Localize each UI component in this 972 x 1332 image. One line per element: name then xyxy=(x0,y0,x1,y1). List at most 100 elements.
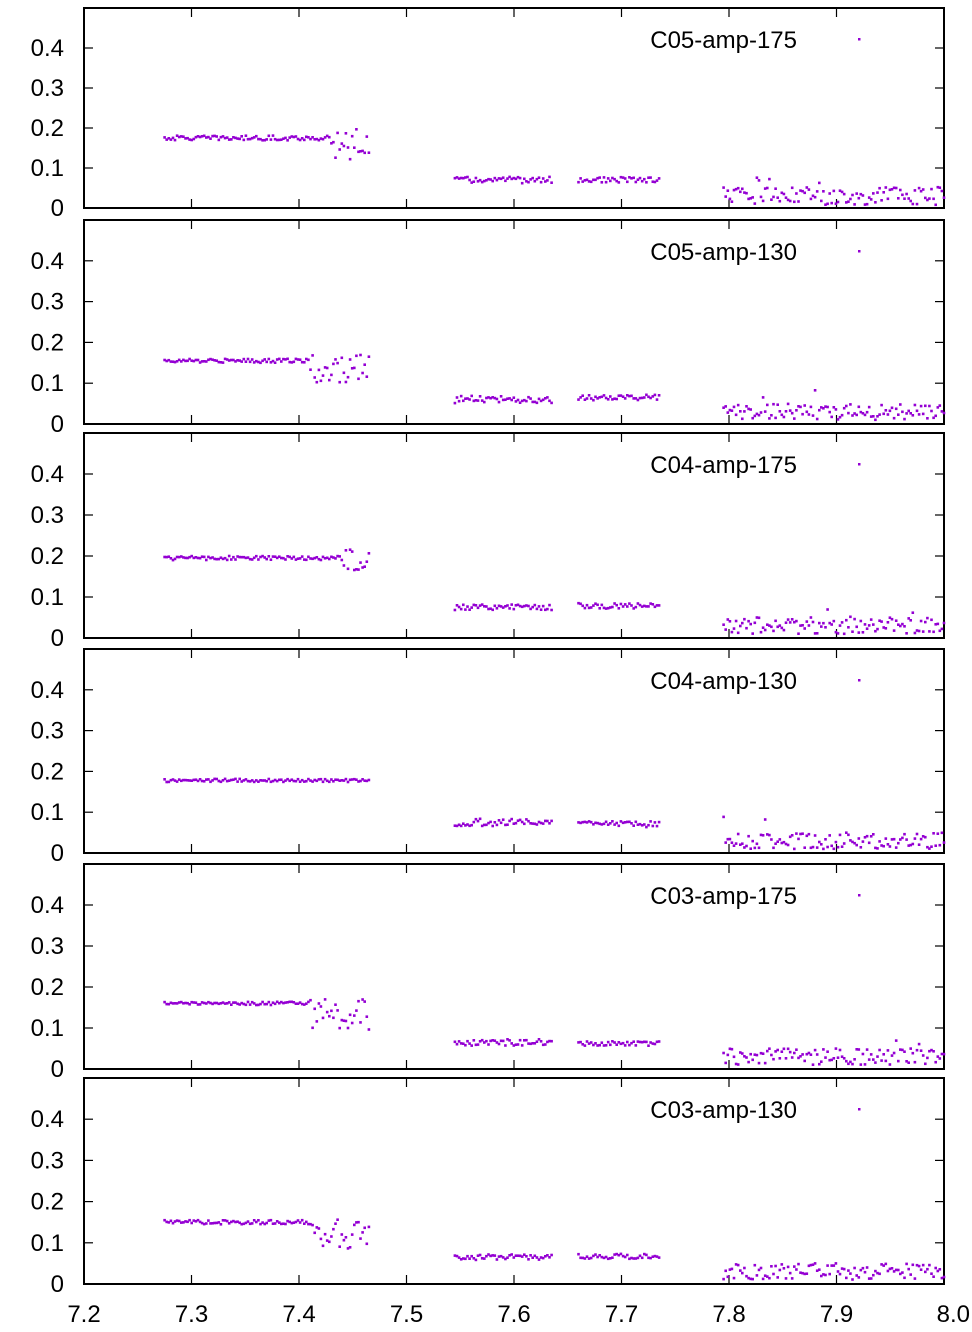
data-point xyxy=(225,136,229,139)
data-point xyxy=(483,1257,486,1260)
data-point xyxy=(474,604,478,607)
data-point xyxy=(851,193,854,197)
data-point xyxy=(838,415,842,419)
data-point xyxy=(273,137,277,141)
data-point xyxy=(175,1219,179,1222)
data-point xyxy=(763,818,767,821)
data-point xyxy=(257,1003,260,1007)
data-point xyxy=(544,180,547,183)
data-point xyxy=(361,371,364,375)
data-point xyxy=(165,1002,168,1006)
data-point xyxy=(497,819,501,822)
y-tick-label: 0.3 xyxy=(31,502,64,529)
data-point xyxy=(847,1269,850,1272)
data-point xyxy=(884,1262,888,1266)
data-point xyxy=(736,631,740,635)
data-point xyxy=(527,395,530,399)
data-point xyxy=(596,1255,599,1259)
data-point xyxy=(634,180,638,184)
data-point xyxy=(305,779,308,783)
data-point xyxy=(917,1042,921,1046)
data-point xyxy=(613,177,616,181)
data-point xyxy=(811,620,815,624)
data-point xyxy=(589,1256,593,1260)
data-point xyxy=(657,1256,661,1259)
data-point xyxy=(811,194,815,198)
data-point xyxy=(865,1048,869,1051)
y-tick-label: 0 xyxy=(51,1271,64,1298)
data-point xyxy=(294,1220,298,1224)
data-point xyxy=(942,196,946,199)
data-point xyxy=(319,379,323,383)
data-point xyxy=(512,396,516,399)
data-point xyxy=(205,360,208,363)
data-point xyxy=(899,1048,902,1051)
data-point xyxy=(539,821,543,825)
data-point xyxy=(888,188,892,192)
data-point xyxy=(815,846,819,849)
data-point xyxy=(836,1056,840,1059)
data-point xyxy=(647,1256,650,1260)
data-point xyxy=(292,555,296,559)
data-point xyxy=(768,833,771,837)
data-point xyxy=(252,1219,256,1222)
data-point xyxy=(357,1220,360,1224)
data-point xyxy=(621,395,625,398)
data-point xyxy=(474,1258,478,1262)
data-point xyxy=(651,1042,655,1045)
data-point xyxy=(772,1057,775,1061)
data-point xyxy=(455,1254,459,1258)
data-point xyxy=(232,778,235,781)
data-point xyxy=(544,608,547,612)
data-point xyxy=(464,608,467,611)
data-point xyxy=(621,605,625,608)
data-point xyxy=(334,358,337,361)
data-point xyxy=(240,1001,243,1005)
data-point xyxy=(468,1257,471,1260)
data-point xyxy=(759,195,763,199)
data-point xyxy=(520,820,524,824)
data-point xyxy=(332,362,335,366)
data-point xyxy=(476,180,480,183)
data-point xyxy=(919,404,923,408)
data-point xyxy=(303,1222,306,1225)
data-point xyxy=(317,1227,321,1230)
data-point xyxy=(196,135,200,138)
data-point xyxy=(334,557,337,560)
data-point xyxy=(617,181,621,184)
data-point xyxy=(768,1276,771,1280)
data-point xyxy=(634,1044,638,1047)
data-point xyxy=(936,622,940,626)
data-point xyxy=(583,820,587,824)
data-point xyxy=(602,394,606,397)
data-point xyxy=(365,560,369,563)
data-point xyxy=(346,567,350,571)
data-point xyxy=(294,1002,298,1005)
data-point xyxy=(786,402,790,406)
data-point xyxy=(907,197,910,200)
data-point xyxy=(506,397,509,400)
data-point xyxy=(487,821,490,825)
data-point xyxy=(219,780,223,784)
data-point xyxy=(820,406,823,409)
data-point xyxy=(240,1222,243,1226)
data-point xyxy=(457,1040,461,1043)
data-point xyxy=(250,358,254,361)
data-point xyxy=(851,414,854,417)
data-point xyxy=(548,1039,551,1043)
data-point xyxy=(913,189,917,192)
data-point xyxy=(899,188,902,192)
data-point xyxy=(801,189,804,193)
data-point xyxy=(525,604,528,607)
data-point xyxy=(632,176,635,180)
data-point xyxy=(774,187,777,190)
data-point xyxy=(292,1001,296,1004)
data-point xyxy=(255,134,258,138)
data-point xyxy=(294,779,298,783)
data-point xyxy=(611,176,614,180)
data-point xyxy=(468,1042,471,1045)
data-point xyxy=(732,1055,736,1059)
data-point xyxy=(867,624,871,627)
data-point xyxy=(478,817,482,821)
